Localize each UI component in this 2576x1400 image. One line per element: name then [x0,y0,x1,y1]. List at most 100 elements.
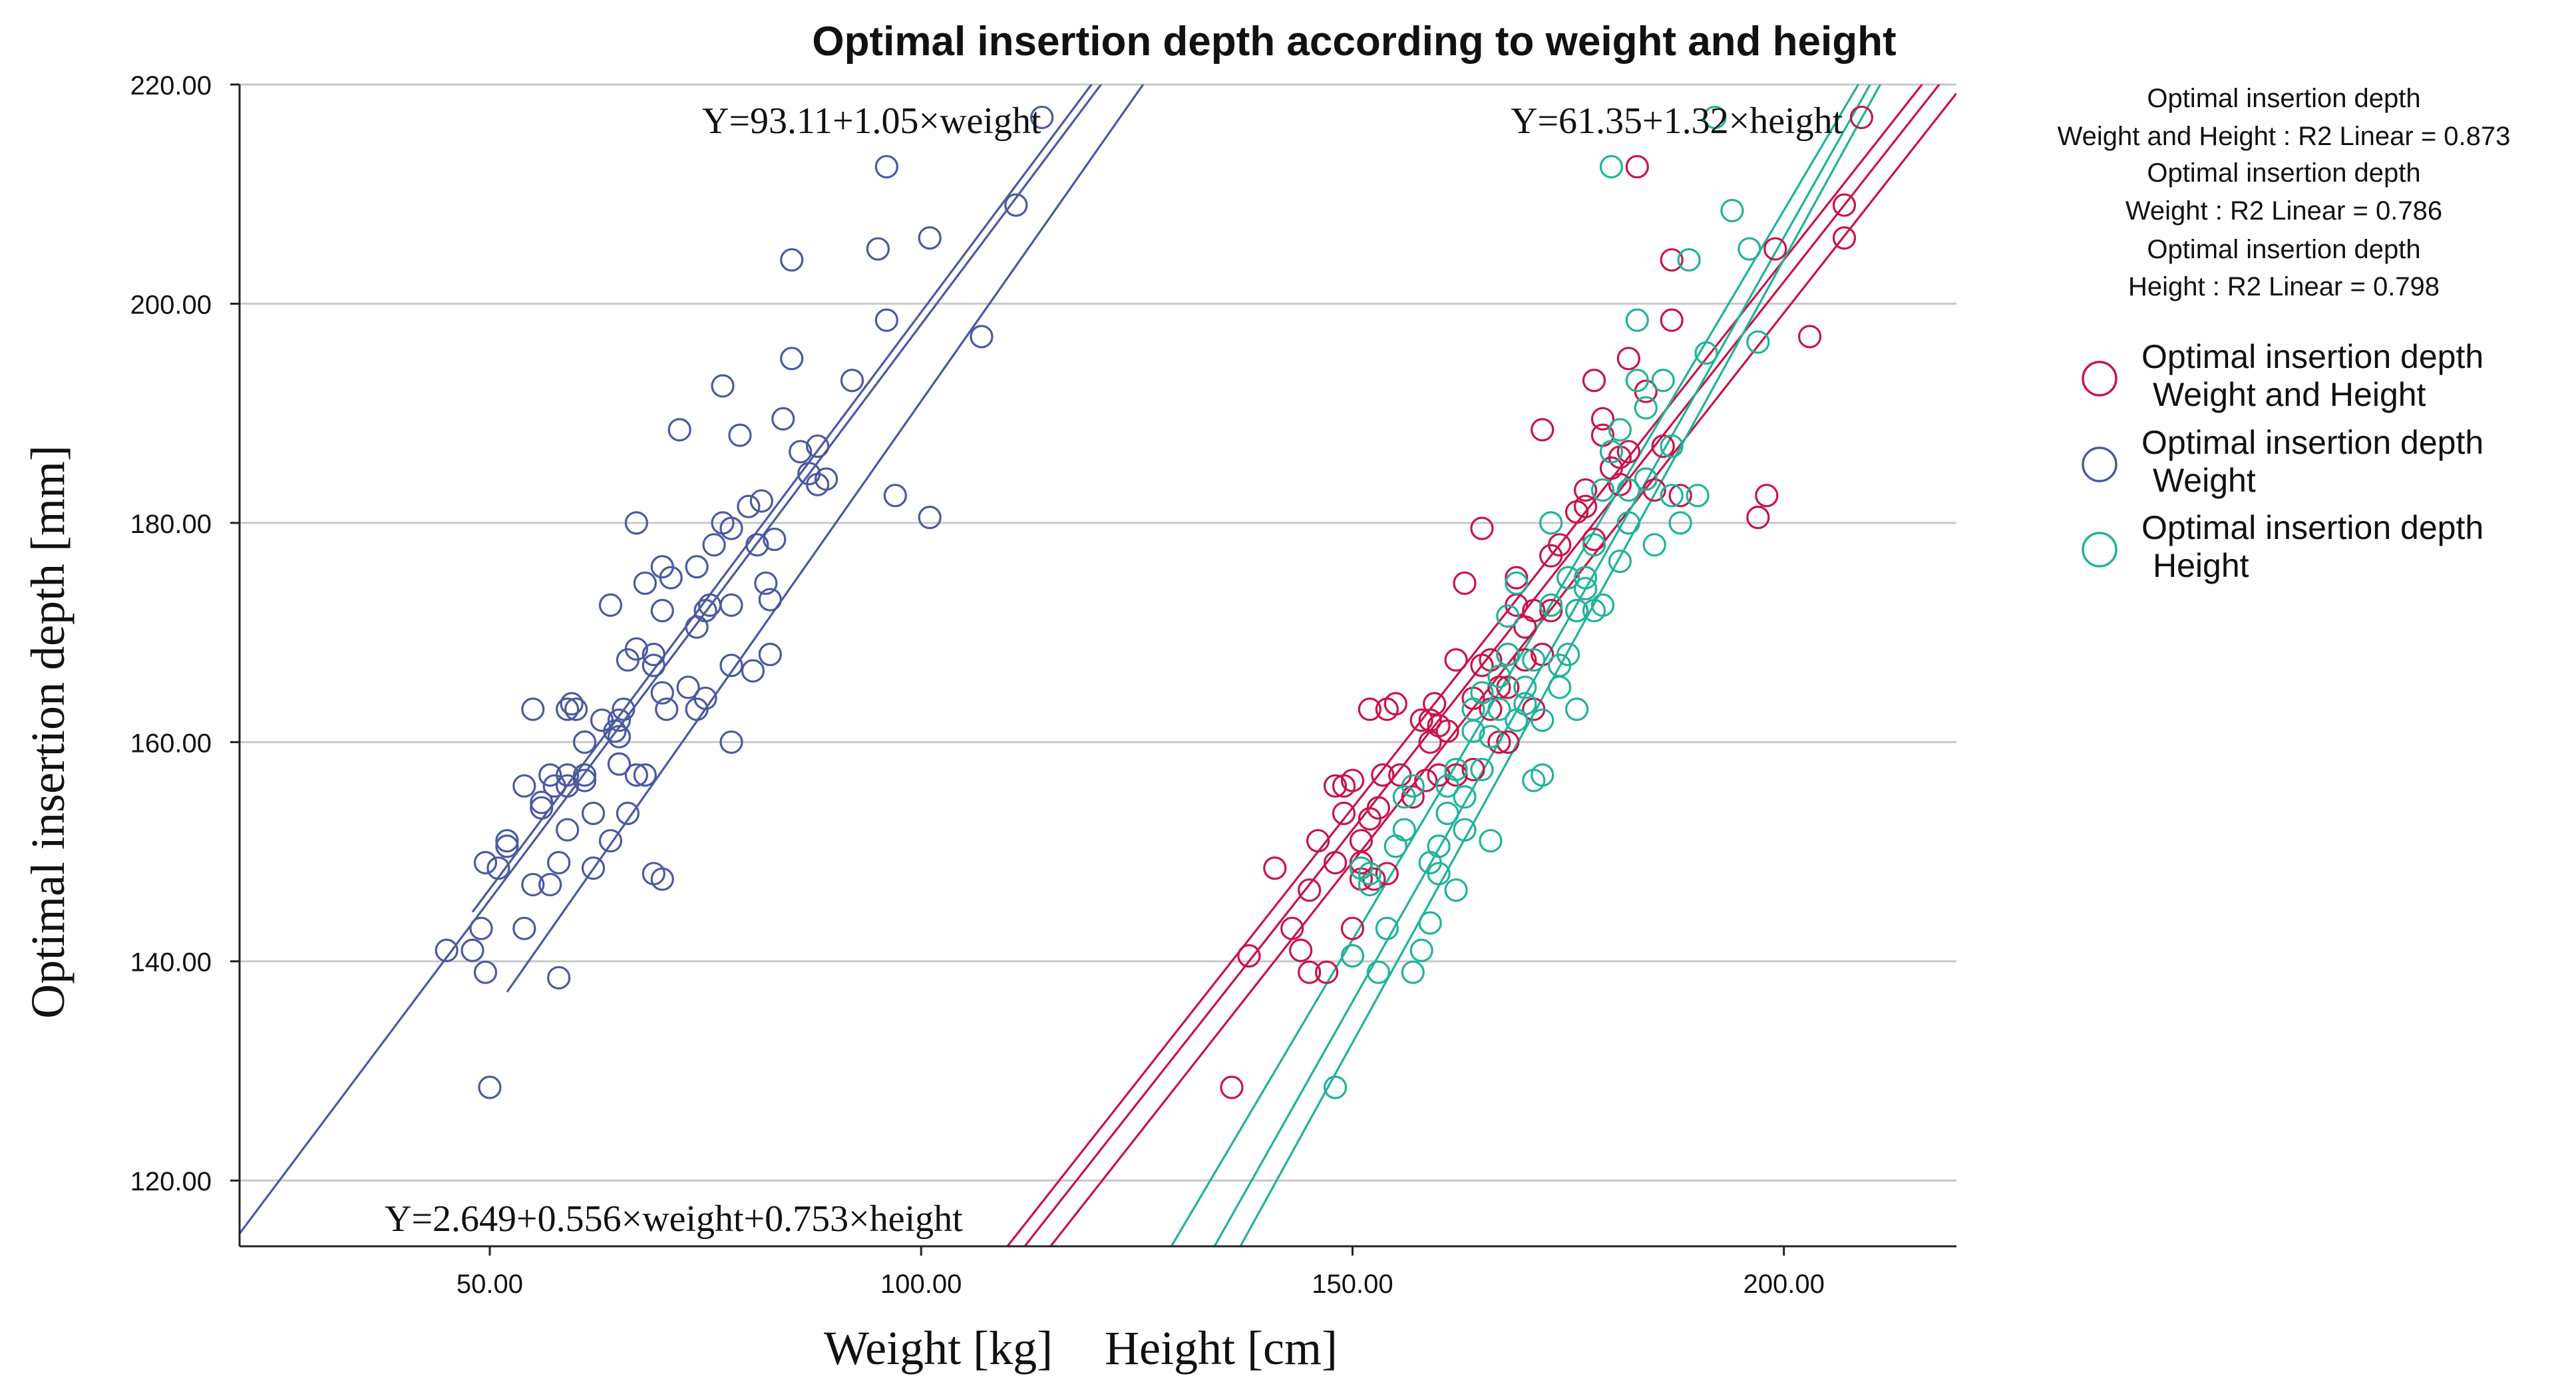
point-weight [745,533,769,557]
point-height [1668,511,1692,535]
point-height [1573,577,1598,601]
point-weight-and-height [1539,599,1563,623]
point-weight-and-height [1505,566,1529,590]
equation-height: Y=61.35+1.32×height [1511,100,1843,142]
point-height [1590,478,1615,502]
point-height [1453,818,1477,842]
point-height [1608,549,1632,574]
point-weight-and-height [1401,785,1425,809]
point-weight [702,533,726,557]
point-weight [607,752,632,776]
point-weight [633,571,657,596]
point-weight [758,642,782,667]
point-weight [538,872,562,897]
point-weight [556,763,580,787]
x-axis-label-weight: Weight [kg] [824,1321,1053,1375]
point-weight [719,653,743,677]
point-weight [521,697,545,721]
y-tick-label: 200.00 [130,290,212,319]
point-height [1522,648,1546,672]
point-height [1746,330,1770,354]
point-weight [874,308,898,332]
point-height [1496,604,1520,628]
point-weight-and-height [1832,226,1857,250]
point-weight [556,774,580,798]
point-weight [624,763,648,787]
point-weight-and-height [1444,648,1468,672]
point-height [1625,308,1649,332]
equation-weight: Y=93.11+1.05×weight [702,100,1041,142]
point-height [1366,960,1390,984]
point-weight-and-height [1306,828,1330,853]
point-height [1427,834,1451,858]
point-weight-and-height [1755,484,1779,508]
point-weight [473,850,498,875]
point-weight-and-height [1220,1075,1244,1099]
point-weight [659,566,683,590]
point-weight-and-height [1797,325,1822,349]
y-tick-label: 160.00 [130,729,212,758]
point-height [1513,692,1537,716]
point-height [1539,593,1563,617]
point-height [1435,801,1459,825]
legend-label: Weight [2153,462,2256,499]
point-height [1409,938,1433,962]
point-weight-and-height [1237,944,1261,968]
point-weight [564,697,588,721]
fit-info-r2: Weight and Height : R2 Linear = 0.873 [2058,122,2511,151]
point-weight-and-height [1573,478,1598,502]
point-weight-and-height [1414,769,1438,792]
point-weight [572,763,597,787]
x-tick-label: 200.00 [1744,1270,1825,1299]
gridlines [240,83,1956,1182]
point-weight [612,697,636,721]
point-weight [741,659,765,683]
point-weight-and-height [1531,418,1555,442]
point-weight-and-height [1668,484,1692,508]
legend-marker-weight [2082,446,2117,482]
legend-label: Height [2153,547,2249,584]
point-height [1539,511,1563,535]
point-height [1323,1075,1348,1099]
point-weight [650,681,674,705]
point-weight-and-height [1298,878,1322,902]
legend: Optimal insertion depth Weight and Heigh… [2082,338,2484,584]
point-height [1358,862,1381,886]
point-weight [685,555,709,579]
point-weight [607,725,632,749]
point-weight-and-height [1371,763,1395,787]
point-weight [883,484,907,508]
point-weight [667,418,691,442]
point-weight [789,440,813,464]
point-weight [478,1075,502,1099]
point-weight-and-height [1573,494,1598,518]
point-weight-and-height [1590,407,1615,431]
point-weight-and-height [1314,960,1339,984]
point-height [1340,944,1365,968]
point-height [1582,533,1606,557]
point-height [1427,862,1451,886]
point-height [1505,571,1529,596]
x-tick-label: 150.00 [1312,1270,1393,1299]
legend-marker-height [2082,532,2117,568]
point-weight [572,730,597,754]
point-height [1660,434,1684,458]
point-weight-and-height [1435,719,1459,743]
point-height [1616,478,1640,502]
point-height [1392,818,1416,842]
point-weight-and-height [1453,571,1477,596]
point-weight [749,489,773,513]
point-height [1590,593,1615,617]
point-weight-and-height [1513,648,1537,672]
tick-labels: 120.00 140.00 160.00 180.00 200.00 220.00 50.0… [130,71,1825,1299]
point-weight [655,697,679,721]
point-height [1470,757,1494,782]
point-weight [547,965,571,990]
point-weight [469,916,493,940]
point-height [1634,467,1658,491]
point-weight-and-height [1298,960,1322,984]
point-height [1599,440,1624,464]
point-weight [598,828,623,853]
point-weight [711,374,735,398]
point-weight-and-height [1746,506,1770,530]
